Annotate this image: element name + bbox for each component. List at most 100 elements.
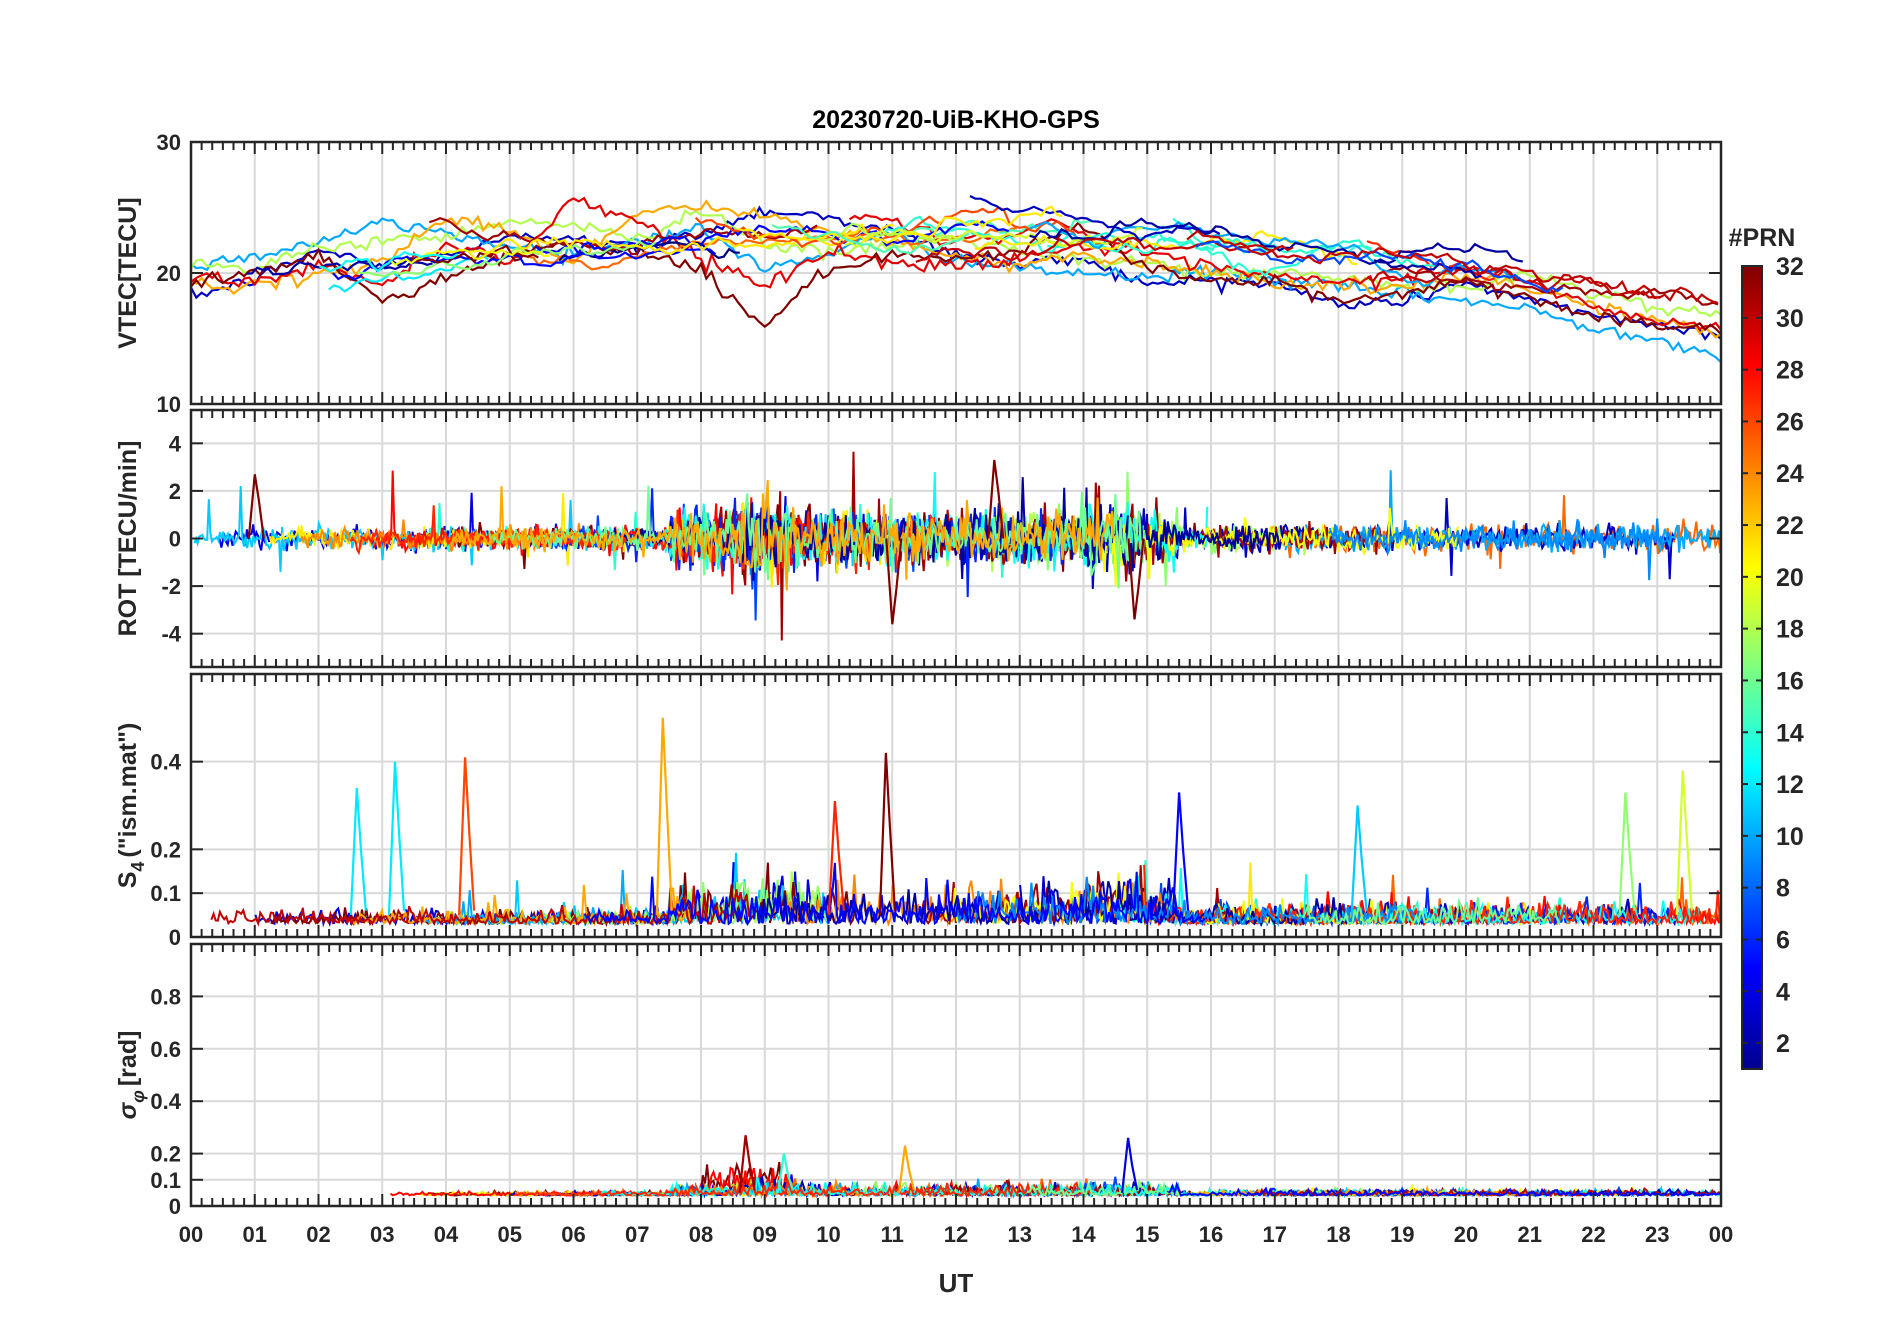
x-tick-label: 09 — [753, 1222, 777, 1247]
y-tick-label: 0.1 — [150, 1168, 181, 1193]
panel-rot-y-label: ROT [TECU/min] — [114, 441, 142, 637]
colorbar-gradient — [1741, 265, 1763, 1070]
vtec-trace-prn-31 — [1383, 265, 1719, 306]
y-label-subscript: φ — [128, 1090, 148, 1103]
colorbar-tick-label: 16 — [1776, 667, 1804, 695]
colorbar-tick-label: 30 — [1776, 305, 1804, 333]
x-tick-label: 05 — [498, 1222, 522, 1247]
x-tick-label: 16 — [1199, 1222, 1223, 1247]
sigma-phi-peak-prn-4 — [1121, 1137, 1139, 1194]
panel-vtec-y-axis: 10 20 30 — [157, 130, 1721, 417]
x-tick-label: 10 — [816, 1222, 840, 1247]
sigma-phi-trace-prn-27 — [515, 1178, 1094, 1199]
vtec-trace-prn-32 — [191, 220, 1721, 335]
y-label-main: S — [114, 872, 142, 889]
panel-s4: 0 0.1 0.2 0.4 S4 ("ism.mat") — [114, 672, 1723, 950]
y-tick-label: 10 — [157, 392, 181, 417]
y-tick-label: 2 — [169, 479, 181, 504]
vtec-trace-prn-13 — [319, 250, 459, 273]
sigma-phi-trace-prn-5 — [1167, 1181, 1721, 1198]
panel-sigma-phi-y-axis: 00.10.2 0.4 0.6 0.8 — [150, 984, 1721, 1219]
colorbar-tick-label: 22 — [1776, 512, 1804, 540]
vtec-trace-prn-15 — [771, 224, 970, 255]
vtec-trace-prn-3 — [191, 205, 1721, 341]
colorbar-tick-label: 6 — [1776, 926, 1790, 954]
x-tick-label: 15 — [1135, 1222, 1159, 1247]
s4-peak-prn-12 — [349, 787, 367, 916]
s4-peak-prn-26 — [458, 757, 476, 916]
colorbar-tick-label: 32 — [1776, 253, 1804, 281]
panel-vtec-y-label: VTEC[TECU] — [114, 197, 142, 348]
s4-trace-prn-16 — [1301, 897, 1560, 927]
rot-peak-prn-32 — [987, 459, 1005, 539]
vtec-trace-prn-2 — [1029, 217, 1482, 280]
colorbar-tick-label: 20 — [1776, 564, 1804, 592]
panel-sigma-phi-grid — [191, 944, 1721, 1206]
vtec-trace-prn-29 — [848, 213, 1132, 252]
colorbar-tick-label: 18 — [1776, 616, 1804, 644]
panel-s4-grid — [191, 674, 1721, 937]
y-tick-label: 0.6 — [150, 1037, 181, 1062]
x-tick-label: 04 — [434, 1222, 459, 1247]
panel-sigma-phi: 00.10.2 0.4 0.6 0.8 σφ [rad] — [114, 942, 1723, 1219]
x-tick-label: 11 — [881, 1222, 904, 1247]
x-tick-label: 19 — [1390, 1222, 1414, 1247]
y-tick-label: 20 — [157, 261, 181, 286]
vtec-trace-prn-30 — [1366, 267, 1501, 284]
colorbar-tick-label: 12 — [1776, 771, 1804, 799]
x-tick-label: 02 — [306, 1222, 330, 1247]
colorbar-tick-label: 26 — [1776, 408, 1804, 436]
x-tick-label: 01 — [243, 1222, 267, 1247]
panel-sigma-phi-y-label: σφ [rad] — [114, 1031, 148, 1120]
rot-trace-prn-9 — [1328, 518, 1671, 581]
s4-peak-prn-5 — [1172, 792, 1190, 916]
x-tick-label: 18 — [1326, 1222, 1350, 1247]
y-tick-label: 0.2 — [150, 837, 181, 862]
s4-trace-prn-5 — [585, 862, 1206, 927]
vtec-trace-prn-26 — [694, 206, 1084, 249]
vtec-trace-prn-12 — [328, 254, 489, 293]
panel-vtec: 10 20 30 VTEC[TECU] — [114, 130, 1723, 417]
vtec-trace-prn-21 — [467, 222, 894, 261]
y-tick-label: 30 — [157, 130, 181, 155]
s4-peak-prn-17 — [1618, 792, 1636, 916]
colorbar-tick-label: 2 — [1776, 1030, 1790, 1058]
x-tick-label: 20 — [1454, 1222, 1478, 1247]
colorbar-tick-label: 24 — [1776, 460, 1804, 488]
colorbar-tick-label: 10 — [1776, 823, 1804, 851]
sigma-phi-peak-prn-23 — [897, 1145, 916, 1194]
x-tick-label: 13 — [1008, 1222, 1032, 1247]
colorbar-tick-label: 28 — [1776, 357, 1804, 385]
y-tick-label: -4 — [161, 622, 181, 647]
vtec-trace-prn-17 — [357, 240, 656, 278]
y-label-rest: ("ism.mat") — [114, 723, 142, 858]
vtec-trace-prn-2 — [246, 260, 433, 276]
s4-peak-prn-32 — [878, 752, 896, 916]
panel-s4-y-axis: 0 0.1 0.2 0.4 — [150, 750, 1721, 950]
panel-sigma-phi-traces — [389, 1135, 1721, 1200]
colorbar-tick-label: 14 — [1776, 719, 1804, 747]
x-tick-label: 03 — [370, 1222, 394, 1247]
panel-rot: -4 -2 0 2 4 ROT [TECU/min] — [114, 408, 1723, 669]
y-tick-label: 0.2 — [150, 1142, 181, 1167]
vtec-trace-prn-30 — [1494, 268, 1719, 304]
panel-rot-traces — [193, 451, 1721, 641]
x-tick-label: 07 — [625, 1222, 649, 1247]
s4-peak-prn-12 — [387, 761, 406, 916]
sigma-phi-peak-prn-31 — [738, 1135, 756, 1194]
s4-peak-prn-19 — [1675, 770, 1693, 916]
s4-peak-prn-11 — [1350, 805, 1368, 916]
vtec-trace-prn-30 — [1186, 229, 1661, 300]
rot-trace-prn-23 — [451, 480, 1115, 591]
colorbar-label: #PRN — [1729, 224, 1796, 252]
panel-rot-y-axis: -4 -2 0 2 4 — [161, 431, 1721, 647]
x-tick-label: 06 — [561, 1222, 585, 1247]
s4-trace-prn-9 — [956, 876, 1447, 928]
y-tick-label: 4 — [169, 431, 182, 456]
x-tick-label: 00 — [1709, 1222, 1733, 1247]
x-tick-label: 21 — [1518, 1222, 1542, 1247]
